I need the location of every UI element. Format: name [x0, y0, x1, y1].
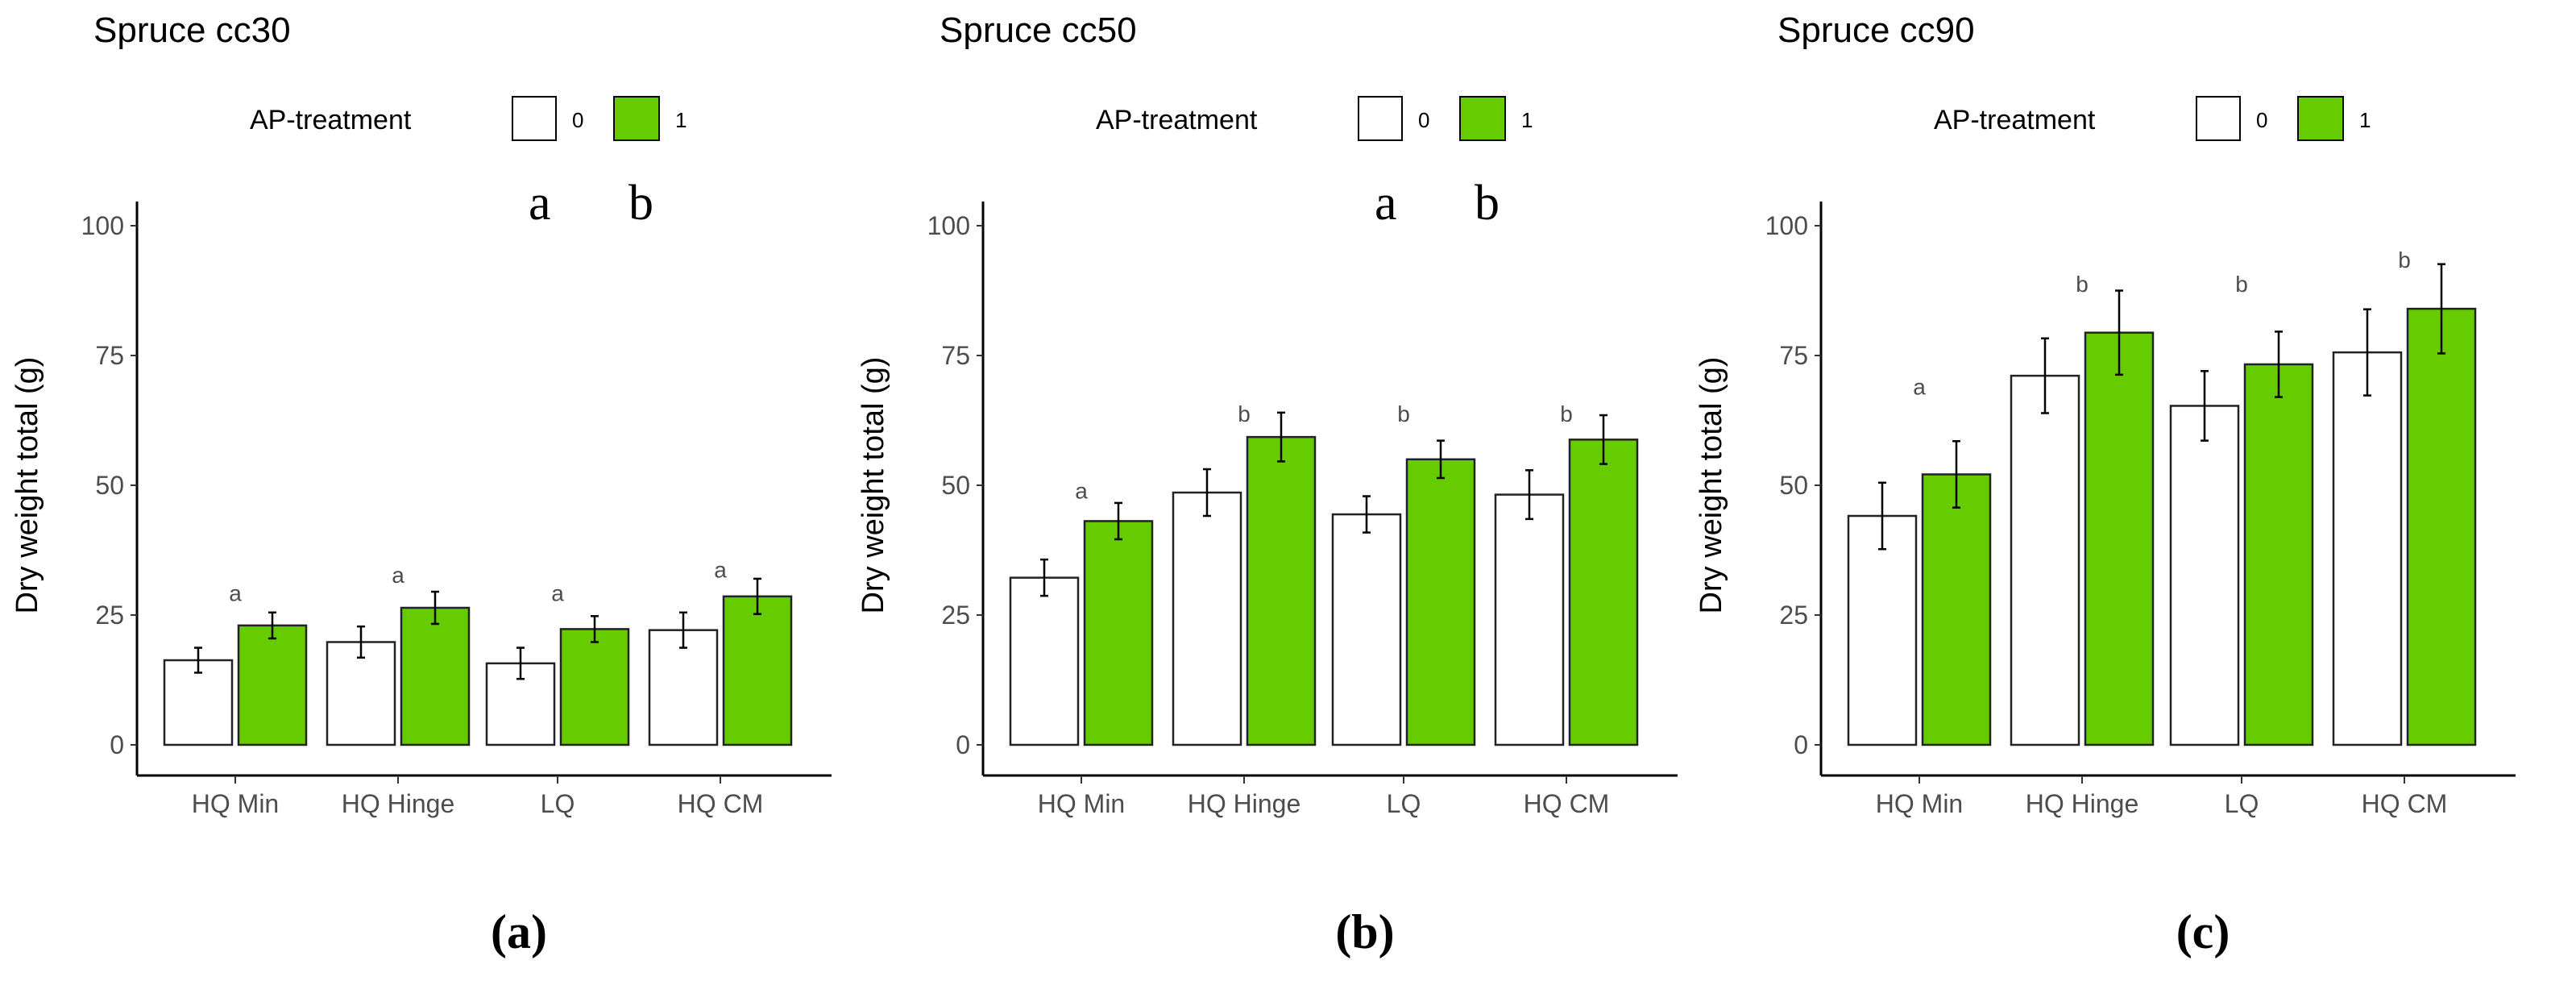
x-tick-label: HQ CM [2362, 789, 2448, 818]
significance-letter: b [1238, 401, 1251, 426]
bar-0-3 [1494, 493, 1565, 746]
y-tick-label: 75 [1779, 341, 1808, 370]
legend-label-1: 1 [1521, 108, 1533, 132]
y-tick-label: 50 [95, 471, 124, 500]
bar-0-2 [2169, 405, 2240, 746]
legend-swatch-0 [2196, 96, 2241, 141]
significance-letter: b [2076, 272, 2089, 297]
y-tick-label: 50 [941, 471, 970, 500]
legend-title: AP-treatment [1934, 105, 2096, 135]
legend-swatch-1 [1459, 96, 1506, 141]
y-tick-label: 0 [1794, 730, 1808, 759]
panel-label: (b) [1335, 905, 1394, 958]
significance-letter: a [392, 563, 404, 588]
bar-1-1 [400, 606, 471, 746]
significance-letter: a [1075, 478, 1088, 503]
y-tick-label: 100 [1765, 211, 1808, 240]
y-tick-label: 25 [1779, 601, 1808, 630]
bar-0-0 [1009, 576, 1080, 746]
bar-0-2 [485, 662, 556, 746]
legend-label-0: 0 [1418, 108, 1429, 132]
x-tick-label: HQ Hinge [1188, 789, 1301, 818]
bar-0-3 [2332, 351, 2403, 746]
x-tick-label: HQ CM [1524, 789, 1610, 818]
y-tick-label: 25 [941, 601, 970, 630]
bar-1-1 [2084, 331, 2155, 746]
x-tick-label: LQ [1387, 789, 1421, 818]
legend-label-1: 1 [675, 108, 687, 132]
legend-swatch-1 [2297, 96, 2344, 141]
x-tick-label: HQ Min [1876, 789, 1963, 818]
panel-3: Spruce cc90 AP-treatment 0 1 0 25 50 75 100 Dry w… [1695, 10, 2516, 958]
y-tick-label: 100 [81, 211, 124, 240]
legend-title: AP-treatment [250, 105, 412, 135]
panel-1: Spruce cc30 AP-treatment 0 1 a b 0 25 50 75 100 Dry… [10, 10, 832, 958]
y-axis-label: Dry weight total (g) [10, 357, 44, 614]
y-tick-label: 0 [110, 730, 124, 759]
bar-1-0 [237, 624, 308, 746]
y-tick-label: 25 [95, 601, 124, 630]
bar-1-3 [722, 595, 793, 746]
bar-0-0 [163, 659, 234, 746]
legend-title: AP-treatment [1096, 105, 1258, 135]
bar-1-3 [1568, 439, 1639, 746]
bar-1-0 [1921, 473, 1992, 746]
bar-1-2 [2243, 363, 2314, 746]
panel-2: Spruce cc50 AP-treatment 0 1 a b 0 25 50 75 100 Dry… [857, 10, 1678, 958]
legend-significance-letter: b [628, 176, 653, 231]
x-tick-label: HQ CM [678, 789, 764, 818]
y-tick-label: 0 [956, 730, 970, 759]
legend-label-0: 0 [572, 108, 583, 132]
bar-0-2 [1331, 513, 1402, 746]
legend-significance-letter: a [529, 176, 551, 231]
significance-letter: a [714, 557, 727, 582]
significance-letter: a [551, 580, 564, 605]
bar-0-1 [2010, 374, 2080, 746]
x-tick-label: HQ Hinge [2026, 789, 2139, 818]
x-tick-label: LQ [2225, 789, 2259, 818]
bar-0-0 [1847, 514, 1918, 746]
significance-letter: a [1913, 375, 1926, 400]
significance-letter: b [2398, 247, 2411, 272]
panel-label: (a) [491, 905, 547, 958]
panel-label: (c) [2176, 905, 2230, 958]
bar-1-2 [559, 628, 630, 746]
legend-label-0: 0 [2256, 108, 2267, 132]
significance-letter: b [1397, 401, 1410, 426]
bar-1-2 [1405, 458, 1476, 746]
significance-letter: b [2235, 272, 2248, 297]
y-axis-label: Dry weight total (g) [857, 357, 890, 614]
significance-letter: a [229, 580, 242, 605]
x-tick-label: HQ Min [192, 789, 279, 818]
bar-1-3 [2406, 307, 2477, 746]
y-tick-label: 75 [941, 341, 970, 370]
legend-swatch-1 [613, 96, 660, 141]
bar-1-1 [1246, 435, 1317, 746]
y-tick-label: 100 [927, 211, 970, 240]
chart-title: Spruce cc30 [93, 10, 291, 50]
legend-label-1: 1 [2359, 108, 2371, 132]
legend-significance-letter: a [1375, 176, 1397, 231]
bar-1-0 [1083, 520, 1154, 746]
chart-title: Spruce cc90 [1777, 10, 1975, 50]
x-tick-label: LQ [541, 789, 575, 818]
chart-title: Spruce cc50 [940, 10, 1137, 50]
y-tick-label: 75 [95, 341, 124, 370]
legend-swatch-0 [1358, 96, 1403, 141]
significance-letter: b [1560, 401, 1573, 426]
legend-significance-letter: b [1475, 176, 1500, 231]
y-tick-label: 50 [1779, 471, 1808, 500]
bar-0-1 [1172, 491, 1242, 746]
x-tick-label: HQ Hinge [342, 789, 455, 818]
x-tick-label: HQ Min [1038, 789, 1125, 818]
legend-swatch-0 [512, 96, 557, 141]
y-axis-label: Dry weight total (g) [1695, 357, 1728, 614]
